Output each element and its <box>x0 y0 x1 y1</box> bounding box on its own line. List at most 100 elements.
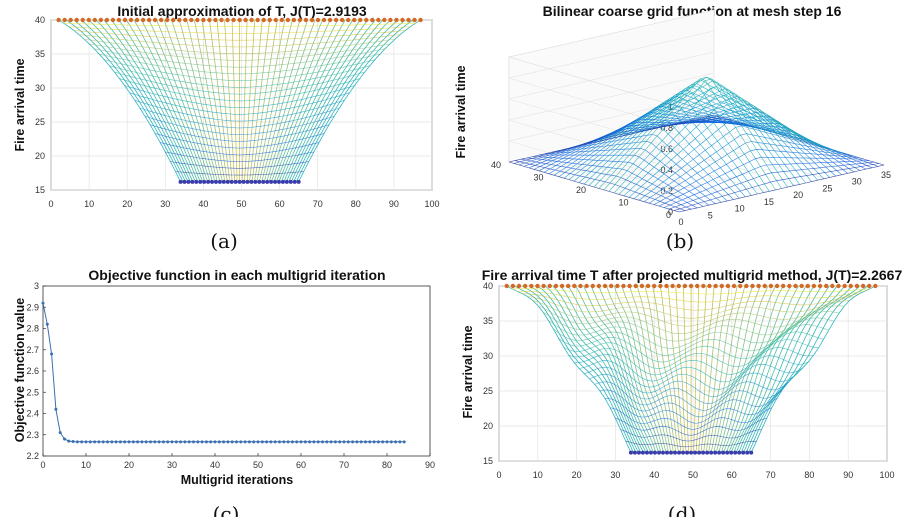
panel-a-top-marker <box>339 17 345 23</box>
panel-c-data-point <box>127 440 131 444</box>
panel-a-top-marker <box>333 17 339 23</box>
panel-d-top-marker <box>817 283 823 289</box>
panel-c-ytick-label: 2.2 <box>26 451 39 461</box>
panel-a-mesh-line <box>175 171 304 176</box>
panel-c-data-point <box>123 440 127 444</box>
panel-a-mesh-line <box>144 115 335 135</box>
panel-b-mesh-line <box>618 94 825 195</box>
panel-a-bottom-marker <box>284 179 289 184</box>
panel-c-data-point <box>402 440 406 444</box>
panel-c-ytick-label: 2.7 <box>26 345 39 355</box>
panel-a-xtick-label: 20 <box>122 199 132 209</box>
panel-b-ytick-label: 10 <box>618 198 628 208</box>
panel-d-top-marker <box>572 283 577 289</box>
panel-a-bottom-marker <box>261 179 266 184</box>
panel-d-top-marker <box>633 283 638 289</box>
panel-a-top-marker <box>249 17 254 23</box>
panel-a-top-marker <box>80 17 85 23</box>
panel-c-ytick-label: 2.4 <box>26 409 39 419</box>
panel-c-data-point <box>256 440 260 444</box>
panel-c-data-point <box>136 440 140 444</box>
panel-a-mesh-line <box>83 38 396 55</box>
panel-c-data-point <box>153 440 157 444</box>
panel-c-data-point <box>187 440 191 444</box>
panel-c-data-point <box>183 440 187 444</box>
panel-c-data-point <box>230 440 234 444</box>
panel-a-top-marker <box>165 17 170 23</box>
panel-b-ztick-label: 0.4 <box>660 165 673 175</box>
panel-c-data-point <box>67 439 71 443</box>
panel-d-xtick-label: 60 <box>727 470 737 480</box>
panel-d-mesh-line <box>542 311 840 342</box>
panel-d-title: Fire arrival time T after projected mult… <box>482 267 903 283</box>
panel-a-ytick-label: 25 <box>35 117 45 127</box>
panel-d-top-marker <box>774 283 780 289</box>
panel-d-mesh-line <box>610 407 773 430</box>
panel-b-ztick-label: 0.8 <box>660 123 673 133</box>
panel-d-top-marker <box>854 283 860 289</box>
panel-a-bottom-marker <box>221 179 226 184</box>
panel-c-ytick-label: 2.8 <box>26 324 39 334</box>
panel-d-top-marker <box>627 283 632 289</box>
panel-a-top-marker <box>146 17 152 23</box>
panel-d-bottom-marker <box>673 450 678 455</box>
panel-b-xtick-label: 10 <box>735 204 745 214</box>
panel-a-top-marker <box>68 17 73 23</box>
panel-d-bottom-marker <box>632 450 637 455</box>
panel-d-ylabel: Fire arrival time <box>461 325 475 418</box>
panel-b-gridline-z <box>507 93 715 192</box>
panel-a-bottom-marker <box>245 179 250 184</box>
panel-b-mesh-line <box>638 125 845 201</box>
panel-d-top-marker <box>535 283 540 289</box>
panel-d-top-marker <box>824 283 829 289</box>
panel-a-top-marker <box>134 17 140 23</box>
panel-d-top-marker <box>596 283 602 289</box>
panel-d-bottom-marker <box>669 450 674 455</box>
panel-d-top-marker <box>510 283 516 289</box>
panel-d-top-marker <box>615 283 620 289</box>
panel-a-top-marker <box>327 17 333 23</box>
panel-d-top-marker <box>516 283 522 289</box>
panel-d-xtick-label: 90 <box>843 470 853 480</box>
panel-d-top-marker <box>830 283 835 289</box>
panel-d-bottom-marker <box>644 450 649 455</box>
panel-c-data-point <box>316 440 320 444</box>
panel-d-bottom-marker <box>705 450 710 455</box>
panel-c-data-point <box>157 440 161 444</box>
panel-d-bottom-marker <box>729 450 734 455</box>
panel-b-mesh-line <box>673 163 880 211</box>
panel-a-top-marker <box>315 17 321 23</box>
panel-a-top-marker <box>364 17 369 23</box>
panel-d-top-marker <box>738 283 743 289</box>
panel-c-caption: (c) <box>213 502 240 517</box>
panel-a-top-marker <box>285 17 291 23</box>
panel-d-chart: Fire arrival time T after projected mult… <box>461 267 902 517</box>
panel-d-top-marker <box>836 283 841 289</box>
panel-a-bottom-marker <box>276 179 281 184</box>
panel-d-mesh-line <box>599 389 783 418</box>
panel-a-mesh-line <box>89 43 391 61</box>
panel-c-data-point <box>312 440 316 444</box>
panel-d-top-marker <box>713 283 718 289</box>
panel-d-top-marker <box>565 283 571 289</box>
panel-b-mesh-line <box>658 156 865 207</box>
panel-c-data-point <box>286 440 290 444</box>
panel-a-ytick-label: 40 <box>35 15 45 25</box>
panel-c-data-point <box>394 440 398 444</box>
panel-d-top-marker <box>867 283 872 289</box>
panel-b-chart: Bilinear coarse grid function at mesh st… <box>454 3 891 253</box>
panel-a-xtick-label: 30 <box>160 199 170 209</box>
panel-c-ytick-label: 2.6 <box>26 366 39 376</box>
panel-d-bottom-marker <box>745 450 750 455</box>
panel-a-top-marker <box>231 17 236 23</box>
panel-d-bottom-marker <box>685 450 690 455</box>
panel-a-top-marker <box>291 17 297 23</box>
panel-c-data-point <box>149 440 152 444</box>
panel-c-data-point <box>41 301 45 305</box>
panel-c-data-point <box>308 440 312 444</box>
panel-d-bottom-marker <box>725 450 730 455</box>
panel-a-mesh-line <box>119 78 360 102</box>
panel-c-data-point <box>50 352 54 356</box>
panel-d-mesh-line <box>537 305 845 335</box>
